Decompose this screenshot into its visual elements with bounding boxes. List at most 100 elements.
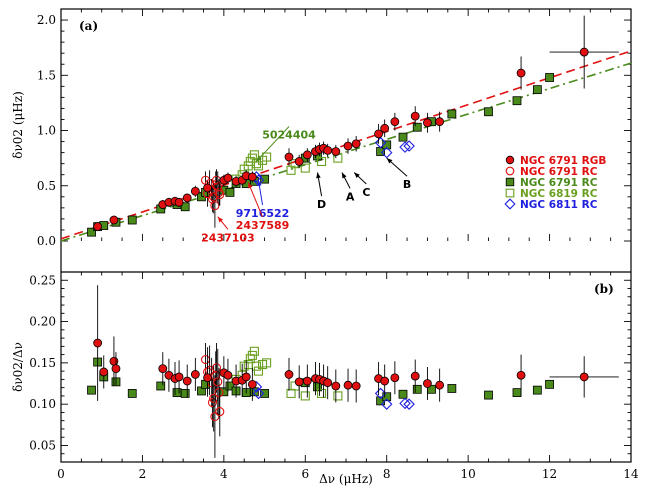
y-tick-label: 1.5 bbox=[37, 68, 56, 82]
data-point bbox=[223, 173, 233, 183]
x-tick-label: 8 bbox=[383, 467, 391, 481]
data-point bbox=[505, 155, 515, 165]
data-point bbox=[390, 373, 400, 383]
data-point bbox=[158, 364, 168, 374]
data-point bbox=[505, 177, 515, 187]
data-point bbox=[223, 370, 233, 380]
data-point bbox=[213, 377, 223, 387]
data-point bbox=[435, 117, 445, 127]
data-point bbox=[99, 367, 109, 377]
data-point bbox=[351, 381, 361, 391]
data-point bbox=[504, 198, 516, 210]
data-point bbox=[225, 187, 235, 197]
data-point bbox=[447, 109, 457, 119]
data-point bbox=[512, 388, 522, 398]
data-point bbox=[294, 157, 304, 166]
data-point bbox=[247, 379, 257, 389]
data-point bbox=[251, 159, 261, 169]
data-point bbox=[87, 385, 96, 395]
data-point bbox=[180, 389, 190, 398]
data-point bbox=[172, 388, 182, 398]
data-point bbox=[302, 150, 312, 160]
data-point bbox=[249, 346, 259, 356]
data-point bbox=[505, 166, 515, 176]
data-point bbox=[516, 370, 526, 380]
x-tick-label: 12 bbox=[542, 467, 557, 481]
legend-label: NGC 6819 RC bbox=[520, 188, 598, 200]
data-point bbox=[182, 376, 192, 386]
data-point bbox=[251, 361, 261, 371]
data-point bbox=[211, 363, 222, 373]
data-point bbox=[380, 123, 390, 133]
annotation-label: D bbox=[317, 198, 326, 211]
y-tick-label: 0.15 bbox=[29, 356, 56, 370]
data-point bbox=[317, 388, 327, 398]
data-point bbox=[260, 174, 269, 184]
data-point bbox=[225, 381, 235, 391]
data-point bbox=[203, 373, 212, 383]
data-point bbox=[190, 370, 200, 379]
y-tick-label: 0.25 bbox=[29, 273, 56, 287]
data-point bbox=[247, 172, 257, 182]
data-point bbox=[545, 73, 554, 82]
data-point bbox=[182, 193, 192, 203]
data-point bbox=[215, 407, 225, 417]
data-point bbox=[174, 372, 184, 382]
panel-b: 0 2 4 6 8 10 12 14 0.05 0.10 0.15 0.20 0.25 Δν (μHz) δ… bbox=[11, 271, 639, 486]
annotation-arrowhead bbox=[341, 172, 347, 179]
data-point bbox=[317, 156, 327, 167]
data-point bbox=[435, 380, 445, 390]
data-point bbox=[245, 354, 255, 364]
data-point bbox=[410, 111, 420, 121]
data-point bbox=[484, 390, 493, 400]
annotation-label: C bbox=[362, 186, 370, 199]
data-point bbox=[545, 379, 554, 389]
data-point bbox=[399, 397, 411, 410]
panel-label-b: (b) bbox=[594, 282, 614, 296]
series-ngc-6791-rgb bbox=[93, 285, 619, 403]
annotation-label: 2437589 bbox=[236, 219, 290, 232]
data-point bbox=[412, 384, 422, 394]
data-point bbox=[410, 371, 420, 381]
data-point bbox=[374, 136, 387, 149]
y-tick-label: 0.10 bbox=[29, 397, 56, 411]
series-ngc-6791-rc bbox=[200, 343, 225, 458]
data-point bbox=[156, 381, 166, 391]
data-point bbox=[331, 147, 341, 156]
data-point bbox=[174, 197, 184, 207]
data-point bbox=[127, 389, 137, 398]
data-point bbox=[403, 140, 415, 152]
data-point bbox=[516, 68, 526, 78]
data-point bbox=[512, 96, 522, 106]
data-point bbox=[532, 385, 542, 395]
data-point bbox=[323, 146, 333, 155]
x-tick-label: 4 bbox=[220, 467, 228, 481]
annotation-arrowhead bbox=[386, 158, 393, 164]
data-point bbox=[262, 358, 272, 368]
data-point bbox=[127, 215, 137, 225]
annotation-arrowhead bbox=[248, 182, 253, 189]
annotation-label: 9716522 bbox=[236, 207, 290, 220]
data-point bbox=[505, 188, 515, 198]
data-point bbox=[284, 152, 294, 162]
legend-label: NGC 6791 RGB bbox=[520, 155, 606, 167]
data-point bbox=[423, 118, 432, 128]
legend-label: NGC 6791 RC bbox=[520, 166, 598, 178]
data-point bbox=[380, 376, 390, 386]
x-tick-label: 14 bbox=[623, 467, 639, 481]
annotation-label: 2437103 bbox=[201, 231, 255, 244]
data-point bbox=[323, 378, 333, 388]
data-point bbox=[447, 384, 457, 393]
y-tick-label: 1.0 bbox=[37, 124, 56, 138]
y-tick-label: 2.0 bbox=[37, 13, 56, 27]
data-point bbox=[207, 194, 218, 204]
x-axis-title: Δν (μHz) bbox=[319, 472, 373, 486]
data-point bbox=[262, 152, 272, 162]
data-point bbox=[398, 132, 408, 142]
data-point bbox=[190, 186, 200, 196]
fit-line-dash-dot bbox=[60, 62, 632, 242]
data-point bbox=[215, 190, 225, 200]
x-tick-label: 6 bbox=[301, 467, 309, 481]
y-axis-title-b: δν02/Δν bbox=[11, 342, 25, 392]
panel-a: 0.0 0.5 1.0 1.5 2.0 δν02 (μHz) (a) bbox=[11, 8, 632, 463]
